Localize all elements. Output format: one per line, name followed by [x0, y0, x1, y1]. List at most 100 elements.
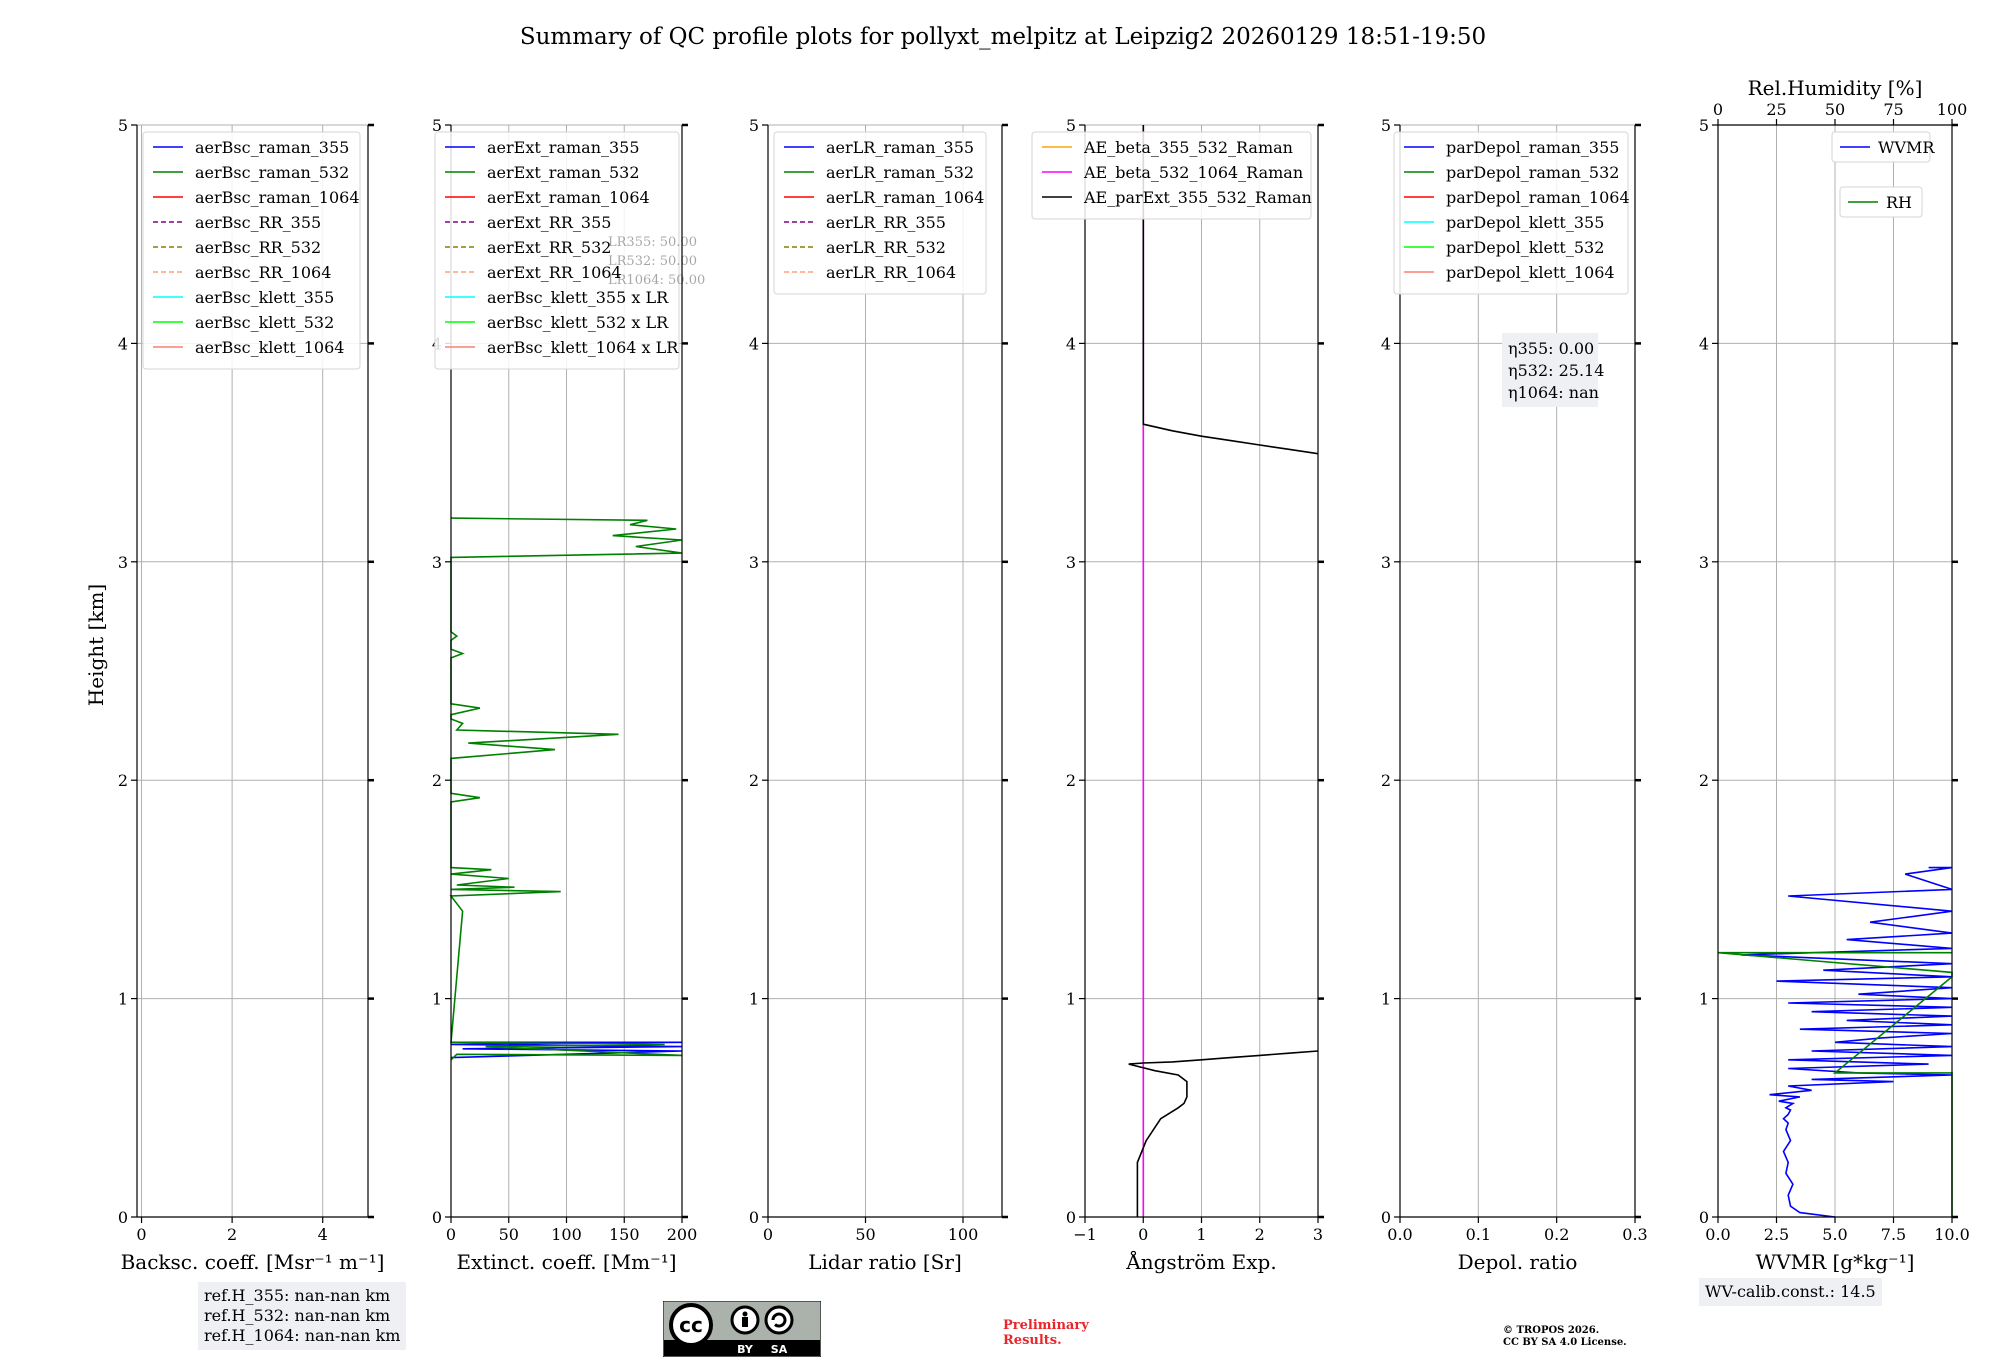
- y-tick-label: 4: [1699, 334, 1709, 353]
- x-tick-label: 0: [446, 1225, 456, 1244]
- cc-by-sa-badge: cc BY SA: [663, 1301, 821, 1357]
- x-tick-label: 0: [136, 1225, 146, 1244]
- y-tick-label: 4: [118, 334, 128, 353]
- y-tick-label: 2: [1066, 771, 1076, 790]
- legend-label: parDepol_klett_532: [1446, 238, 1604, 257]
- x-tick-label: 7.5: [1881, 1225, 1906, 1244]
- x-tick-label: 2: [1255, 1225, 1265, 1244]
- legend-label: aerExt_raman_355: [487, 138, 640, 157]
- x-tick-label: 100: [551, 1225, 582, 1244]
- x-tick-label: 100: [948, 1225, 979, 1244]
- legend-box: [142, 131, 361, 370]
- x-tick-label: 1: [1196, 1225, 1206, 1244]
- y-tick-label: 5: [749, 116, 759, 135]
- y-tick-label: 4: [1381, 334, 1391, 353]
- legend-label: aerExt_RR_355: [487, 213, 611, 232]
- y-tick-label: 1: [1381, 990, 1391, 1009]
- x-axis-label: Backsc. coeff. [Msr⁻¹ m⁻¹]: [121, 1250, 385, 1274]
- x-tick-label: 5.0: [1822, 1225, 1847, 1244]
- legend-box: [773, 131, 987, 295]
- x-tick-label: 3: [1313, 1225, 1323, 1244]
- y-tick-label: 3: [118, 553, 128, 572]
- top-x-tick-label: 50: [1825, 100, 1845, 119]
- y-tick-label: 1: [432, 990, 442, 1009]
- preliminary-line-2: Results.: [1003, 1333, 1062, 1348]
- y-tick-label: 2: [1381, 771, 1391, 790]
- svg-text:BY: BY: [737, 1343, 754, 1356]
- legend-label: aerExt_RR_1064: [487, 263, 622, 282]
- x-axis-label: WVMR [g*kg⁻¹]: [1756, 1250, 1915, 1274]
- legend-label: aerLR_RR_1064: [826, 263, 956, 282]
- lidar-ratio-annotation: LR1064: 50.00: [608, 273, 705, 288]
- y-tick-label: 2: [118, 771, 128, 790]
- x-tick-label: 0.0: [1705, 1225, 1730, 1244]
- x-tick-label: 0.3: [1622, 1225, 1647, 1244]
- legend-label: aerBsc_RR_355: [195, 213, 321, 232]
- legend-label: parDepol_klett_1064: [1446, 263, 1615, 282]
- series-line-WVMR: [1741, 866, 1953, 1218]
- top-x-tick-label: 100: [1937, 100, 1968, 119]
- x-axis-label: Depol. ratio: [1458, 1250, 1578, 1274]
- ref-height-355: ref.H_355: nan-nan km: [204, 1286, 391, 1305]
- legend-label: parDepol_klett_355: [1446, 213, 1604, 232]
- y-tick-label: 3: [1699, 553, 1709, 572]
- panel-extinction: 050100150200012345Extinct. coeff. [Mm⁻¹]…: [432, 116, 705, 1274]
- top-x-tick-label: 25: [1766, 100, 1786, 119]
- legend-label: AE_beta_532_1064_Raman: [1083, 163, 1303, 182]
- lidar-ratio-annotation: LR532: 50.00: [608, 254, 697, 269]
- legend-box: [434, 131, 680, 370]
- y-tick-label: 5: [118, 116, 128, 135]
- legend-label: AE_parExt_355_532_Raman: [1083, 188, 1312, 207]
- legend-label: parDepol_raman_532: [1446, 163, 1619, 182]
- legend-label: aerBsc_klett_355 x LR: [487, 288, 669, 307]
- preliminary-line-1: Preliminary: [1003, 1318, 1089, 1333]
- legend-label: aerLR_raman_355: [826, 138, 974, 157]
- ref-height-532: ref.H_532: nan-nan km: [204, 1306, 391, 1325]
- ref-height-1064: ref.H_1064: nan-nan km: [204, 1326, 401, 1345]
- y-tick-label: 0: [118, 1208, 128, 1227]
- y-tick-label: 5: [1066, 116, 1076, 135]
- y-tick-label: 0: [749, 1208, 759, 1227]
- preliminary-note: Preliminary Results.: [1003, 1318, 1123, 1348]
- legend-label: aerBsc_klett_355: [195, 288, 334, 307]
- x-tick-label: −1: [1073, 1225, 1097, 1244]
- legend-box: [1831, 131, 1931, 163]
- legend-label: aerBsc_raman_532: [195, 163, 349, 182]
- eta-annotation: η355: 0.00: [1508, 339, 1594, 358]
- panel-depol: 0.0 0.1 0.2 0.3 0 1 2 3 4 5 Depol. ratio parDepol_r…: [1381, 116, 1648, 1274]
- legend-label: WVMR: [1878, 138, 1935, 157]
- wv-calib-constant: WV-calib.const.: 14.5: [1705, 1282, 1876, 1301]
- x-tick-label: 0.1: [1466, 1225, 1491, 1244]
- svg-text:cc: cc: [679, 1313, 703, 1337]
- legend-label: aerBsc_klett_532: [195, 313, 334, 332]
- legend-box: [1393, 131, 1629, 295]
- top-x-tick-label: 0: [1713, 100, 1723, 119]
- x-tick-label: 0.0: [1387, 1225, 1412, 1244]
- legend-label: aerBsc_RR_1064: [195, 263, 331, 282]
- top-x-axis-label: Rel.Humidity [%]: [1748, 76, 1923, 100]
- figure-title: Summary of QC profile plots for pollyxt_…: [520, 24, 1486, 50]
- x-axis-label: Lidar ratio [Sr]: [808, 1250, 962, 1274]
- y-tick-label: 3: [1066, 553, 1076, 572]
- legend-label: RH: [1886, 193, 1912, 212]
- x-tick-label: 0: [1138, 1225, 1148, 1244]
- x-tick-label: 2.5: [1764, 1225, 1789, 1244]
- top-x-tick-label: 75: [1883, 100, 1903, 119]
- share-alike-icon: [764, 1305, 794, 1335]
- y-tick-label: 5: [432, 116, 442, 135]
- x-tick-label: 200: [667, 1225, 698, 1244]
- y-tick-label: 3: [1381, 553, 1391, 572]
- y-tick-label: 2: [749, 771, 759, 790]
- y-tick-label: 0: [432, 1208, 442, 1227]
- lidar-ratio-annotation: LR355: 50.00: [608, 235, 697, 250]
- copyright-note: © TROPOS 2026. CC BY SA 4.0 License.: [1503, 1325, 1703, 1349]
- series-line-aerExt_raman_532: [449, 517, 683, 1061]
- x-tick-label: 0.2: [1544, 1225, 1569, 1244]
- y-axis-label: Height [km]: [84, 584, 108, 706]
- panel-backscatter: 0 2 4 0 1 2 3 4 5 Backsc. coeff. [Msr⁻¹ m⁻¹] aerBs…: [118, 116, 385, 1274]
- legend-label: aerExt_raman_532: [487, 163, 640, 182]
- legend-label: aerBsc_klett_1064: [195, 338, 344, 357]
- series-line-AE_parExt_355_532_Raman_upper: [1142, 125, 1319, 455]
- copyright-line-1: © TROPOS 2026.: [1503, 1325, 1600, 1336]
